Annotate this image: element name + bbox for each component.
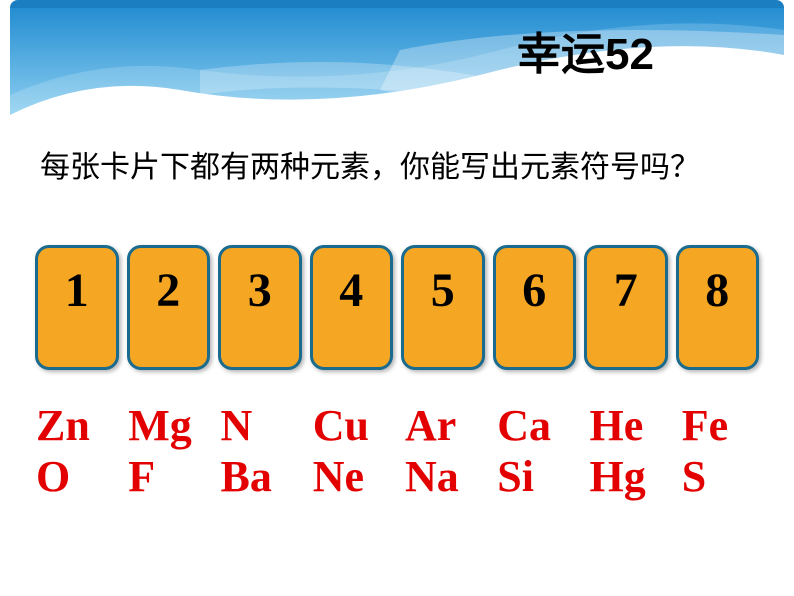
card-1[interactable]: 1 <box>35 245 119 370</box>
answer-bottom-4: Ne <box>305 451 397 502</box>
card-3[interactable]: 3 <box>218 245 302 370</box>
answer-bottom-6: Si <box>489 451 581 502</box>
answer-top-4: Cu <box>305 400 397 451</box>
answer-top-3: N <box>213 400 305 451</box>
answer-top-8: Fe <box>674 400 766 451</box>
card-8[interactable]: 8 <box>676 245 760 370</box>
answer-top-2: Mg <box>120 400 212 451</box>
answer-top-6: Ca <box>489 400 581 451</box>
answer-bottom-2: F <box>120 451 212 502</box>
answers-top-row: Zn Mg N Cu Ar Ca He Fe <box>28 400 766 451</box>
answers-section: Zn Mg N Cu Ar Ca He Fe O F Ba Ne Na Si H… <box>28 400 766 502</box>
cards-row: 1 2 3 4 5 6 7 8 <box>20 245 774 370</box>
answer-bottom-5: Na <box>397 451 489 502</box>
answer-top-1: Zn <box>28 400 120 451</box>
prompt-text: 每张卡片下都有两种元素，你能写出元素符号吗？ <box>40 145 754 190</box>
answer-bottom-7: Hg <box>582 451 674 502</box>
card-6[interactable]: 6 <box>493 245 577 370</box>
answer-bottom-1: O <box>28 451 120 502</box>
answer-bottom-3: Ba <box>213 451 305 502</box>
card-5[interactable]: 5 <box>401 245 485 370</box>
answer-top-5: Ar <box>397 400 489 451</box>
card-7[interactable]: 7 <box>584 245 668 370</box>
answer-top-7: He <box>582 400 674 451</box>
header-wave <box>0 0 794 130</box>
card-2[interactable]: 2 <box>127 245 211 370</box>
page-title: 幸运52 <box>517 18 654 82</box>
answer-bottom-8: S <box>674 451 766 502</box>
card-4[interactable]: 4 <box>310 245 394 370</box>
answers-bottom-row: O F Ba Ne Na Si Hg S <box>28 451 766 502</box>
